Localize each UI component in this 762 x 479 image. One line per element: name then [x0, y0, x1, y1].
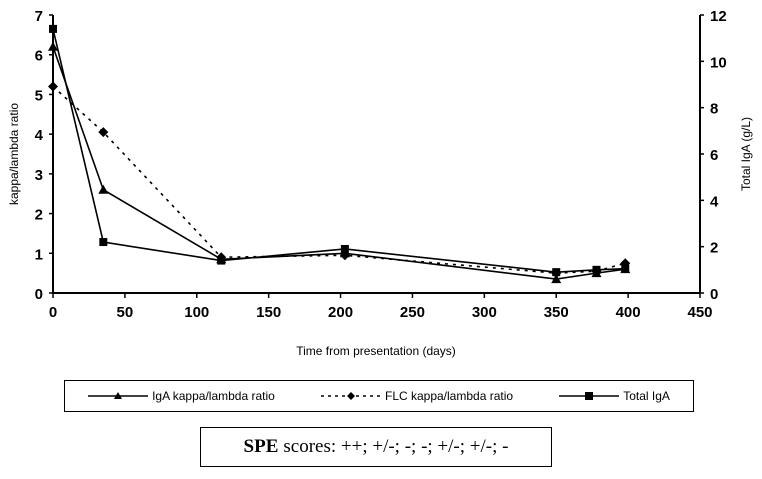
- x-axis-label: Time from presentation (days): [296, 344, 456, 358]
- legend-item-iga-ratio: IgA kappa/lambda ratio: [88, 389, 275, 403]
- y2-tick-label: 2: [710, 240, 718, 257]
- legend-label: Total IgA: [623, 389, 670, 403]
- legend-label: IgA kappa/lambda ratio: [152, 389, 275, 403]
- y-tick-label: 6: [35, 48, 43, 65]
- series-line-2: [53, 29, 625, 272]
- y-tick-label: 5: [35, 87, 43, 104]
- x-tick-label: 400: [616, 304, 641, 321]
- data-point-square: [592, 266, 600, 274]
- y-tick-label: 0: [35, 286, 43, 303]
- y2-tick-label: 8: [710, 101, 718, 118]
- x-tick-label: 250: [400, 304, 425, 321]
- data-point-diamond: [48, 81, 58, 91]
- legend-label: FLC kappa/lambda ratio: [385, 389, 513, 403]
- y-tick-label: 1: [35, 246, 43, 263]
- x-tick-label: 150: [256, 304, 281, 321]
- x-tick-label: 300: [472, 304, 497, 321]
- y2-tick-label: 6: [710, 147, 718, 164]
- x-tick-label: 0: [49, 304, 57, 321]
- spe-label: SPE: [244, 436, 279, 458]
- legend: IgA kappa/lambda ratio FLC kappa/lambda …: [64, 380, 694, 412]
- diamond-marker-icon: [321, 391, 381, 401]
- y2-tick-label: 12: [710, 8, 727, 25]
- y-tick-label: 4: [35, 127, 44, 144]
- x-tick-label: 100: [184, 304, 209, 321]
- data-point-triangle: [98, 185, 108, 194]
- y2-tick-label: 10: [710, 54, 727, 71]
- square-marker-icon: [559, 391, 619, 401]
- legend-item-flc-ratio: FLC kappa/lambda ratio: [321, 389, 513, 403]
- y2-axis-label: Total IgA (g/L): [739, 117, 753, 191]
- data-point-square: [552, 268, 560, 276]
- y-axis-label: kappa/lambda ratio: [7, 103, 21, 205]
- data-point-square: [341, 245, 349, 253]
- x-tick-label: 450: [687, 304, 712, 321]
- series-line-0: [53, 47, 625, 279]
- spe-scores: scores: ++; +/-; -; -; +/-; +/-; -: [283, 436, 508, 458]
- y-tick-label: 7: [35, 8, 43, 25]
- data-point-square: [217, 257, 225, 265]
- legend-item-total-iga: Total IgA: [559, 389, 670, 403]
- y-tick-label: 3: [35, 167, 43, 184]
- data-point-square: [621, 265, 629, 273]
- series-line-1: [53, 86, 625, 273]
- x-tick-label: 50: [117, 304, 134, 321]
- x-tick-label: 200: [328, 304, 353, 321]
- data-point-square: [99, 238, 107, 246]
- y2-tick-label: 4: [710, 193, 719, 210]
- y2-tick-label: 0: [710, 286, 718, 303]
- spe-scores-box: SPE scores: ++; +/-; -; -; +/-; +/-; -: [200, 427, 552, 467]
- y-tick-label: 2: [35, 207, 43, 224]
- data-point-square: [49, 25, 57, 33]
- triangle-marker-icon: [88, 391, 148, 401]
- x-tick-label: 350: [544, 304, 569, 321]
